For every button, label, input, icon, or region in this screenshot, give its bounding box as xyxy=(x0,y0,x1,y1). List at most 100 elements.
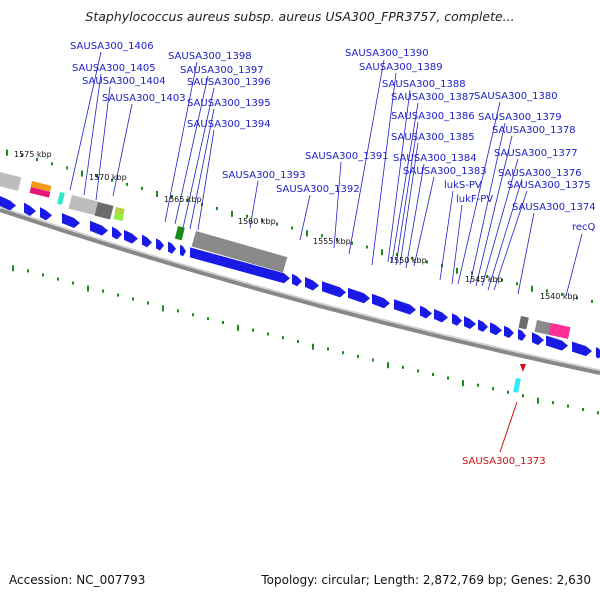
gene-label[interactable]: lukS-PV xyxy=(444,180,482,191)
tick-mark xyxy=(537,397,539,404)
tick-mark xyxy=(126,182,128,186)
gene-label[interactable]: SAUSA300_1389 xyxy=(359,62,443,73)
gene-label[interactable]: lukF-PV xyxy=(456,194,493,205)
kbp-label-1540: 1540 kbp xyxy=(540,292,578,301)
gene-arrow[interactable] xyxy=(156,238,164,251)
gene-arrow[interactable] xyxy=(572,341,592,357)
gene-arrow[interactable] xyxy=(596,347,600,359)
gene-label[interactable]: SAUSA300_1403 xyxy=(102,93,186,104)
leader-line xyxy=(299,194,311,241)
leader-line xyxy=(83,73,102,196)
gene-label[interactable]: SAUSA300_1398 xyxy=(168,51,252,62)
gene-arrow[interactable] xyxy=(124,229,138,244)
gene-arrow[interactable] xyxy=(478,319,488,332)
leader-line xyxy=(565,233,583,297)
gene-label[interactable]: SAUSA300_1397 xyxy=(180,65,264,76)
label-leader-lines xyxy=(69,51,583,297)
gene-label[interactable]: SAUSA300_1390 xyxy=(345,48,429,59)
gene-label[interactable]: SAUSA300_1392 xyxy=(276,184,360,195)
gene-arrow[interactable] xyxy=(168,241,176,254)
gene-arrow[interactable] xyxy=(190,247,290,284)
gene-label[interactable]: SAUSA300_1395 xyxy=(187,98,271,109)
gene-label[interactable]: SAUSA300_1380 xyxy=(474,91,558,102)
gene-label[interactable]: SAUSA300_1388 xyxy=(382,79,466,90)
gene-arrow[interactable] xyxy=(322,281,346,298)
gene-arrow[interactable] xyxy=(112,226,122,240)
tick-mark xyxy=(576,296,578,300)
kbp-label-1545: 1545 kbp xyxy=(465,275,503,284)
gene-label[interactable]: SAUSA300_1384 xyxy=(393,153,477,164)
gene-arrows[interactable] xyxy=(0,196,600,359)
gene-arrow[interactable] xyxy=(546,335,568,351)
gene-label[interactable]: SAUSA300_1379 xyxy=(478,112,562,123)
tick-mark xyxy=(117,293,119,297)
gene-label[interactable]: SAUSA300_1375 xyxy=(507,180,591,191)
gene-arrow[interactable] xyxy=(62,213,80,228)
tick-mark xyxy=(486,275,488,279)
gene-label[interactable]: SAUSA300_1394 xyxy=(187,119,271,130)
tick-mark xyxy=(561,292,563,296)
gene-label[interactable]: SAUSA300_1405 xyxy=(72,63,156,74)
tick-mark xyxy=(327,347,329,351)
gene-label[interactable]: SAUSA300_1376 xyxy=(498,168,582,179)
gene-labels[interactable]: SAUSA300_1406 SAUSA300_1405 SAUSA300_140… xyxy=(70,41,596,233)
gene-arrow[interactable] xyxy=(348,287,370,304)
gene-label[interactable]: SAUSA300_1387 xyxy=(391,92,475,103)
tick-mark xyxy=(192,313,194,317)
gene-arrow[interactable] xyxy=(90,220,108,236)
tick-mark xyxy=(36,158,38,162)
inner-dot-track xyxy=(12,265,599,415)
genome-backbone xyxy=(0,208,600,375)
gene-arrow[interactable] xyxy=(420,305,432,319)
feature-blocks xyxy=(0,172,571,393)
gene-label[interactable]: SAUSA300_1391 xyxy=(305,151,389,162)
leader-line xyxy=(481,158,519,287)
outer-dot-track xyxy=(6,149,593,303)
leader-line xyxy=(182,87,215,229)
gene-label[interactable]: SAUSA300_1406 xyxy=(70,41,154,52)
tick-mark xyxy=(171,194,173,198)
tick-mark xyxy=(132,297,134,301)
gene-label[interactable]: SAUSA300_1374 xyxy=(512,202,596,213)
gene-arrow[interactable] xyxy=(434,308,448,323)
gene-arrow[interactable] xyxy=(142,234,152,248)
tick-mark xyxy=(291,226,293,230)
leader-line xyxy=(493,190,528,291)
lime-block xyxy=(113,212,124,221)
tick-mark xyxy=(222,320,224,324)
tick-mark xyxy=(492,387,494,391)
gene-arrow[interactable] xyxy=(372,293,390,309)
gene-arrow[interactable] xyxy=(292,273,302,287)
gene-arrow[interactable] xyxy=(452,313,462,326)
gene-arrow[interactable] xyxy=(40,207,52,221)
tick-mark xyxy=(567,404,569,408)
gene-label[interactable]: SAUSA300_1378 xyxy=(492,125,576,136)
leader-line xyxy=(69,51,102,191)
cyan-block-1 xyxy=(57,191,65,205)
gene-arrow[interactable] xyxy=(504,325,514,339)
highlight-arrowhead[interactable] xyxy=(520,364,526,372)
gene-label[interactable]: SAUSA300_1383 xyxy=(403,166,487,177)
gene-arrow[interactable] xyxy=(180,244,186,257)
gene-label[interactable]: SAUSA300_1386 xyxy=(391,111,475,122)
gene-arrow[interactable] xyxy=(305,277,319,291)
gene-label[interactable]: recQ xyxy=(572,222,596,233)
tick-mark xyxy=(396,253,398,257)
gene-arrow[interactable] xyxy=(0,196,16,211)
gene-arrow[interactable] xyxy=(518,328,526,341)
leader-line xyxy=(164,61,198,223)
gene-arrow[interactable] xyxy=(490,322,502,336)
gene-label[interactable]: SAUSA300_1393 xyxy=(222,170,306,181)
tick-mark xyxy=(276,222,278,226)
gene-arrow[interactable] xyxy=(532,332,544,346)
gene-label[interactable]: SAUSA300_1385 xyxy=(391,132,475,143)
gene-label[interactable]: SAUSA300_1377 xyxy=(494,148,578,159)
gene-label[interactable]: SAUSA300_1404 xyxy=(82,76,166,87)
gene-arrow[interactable] xyxy=(24,202,36,216)
gene-arrow[interactable] xyxy=(394,299,416,315)
gene-label-SAUSA300_1373[interactable]: SAUSA300_1373 xyxy=(462,456,546,467)
tick-mark xyxy=(66,166,68,170)
gene-arrow[interactable] xyxy=(464,316,476,330)
gene-label[interactable]: SAUSA300_1396 xyxy=(187,77,271,88)
